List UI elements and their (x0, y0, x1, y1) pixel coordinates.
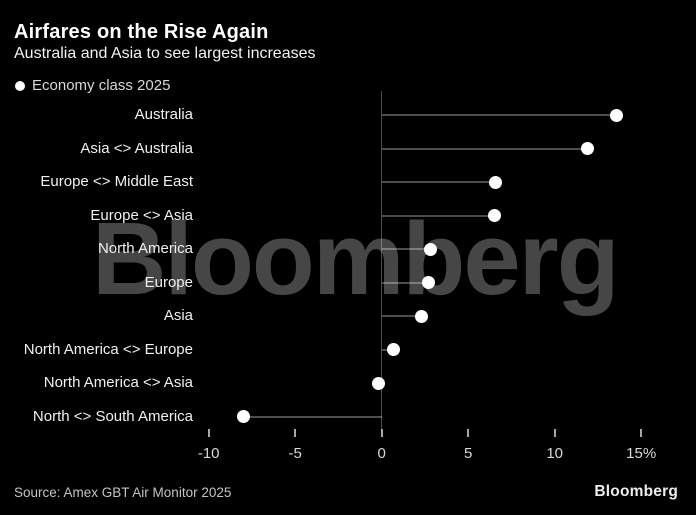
x-axis-tick (380, 429, 383, 437)
category-label: North <> South America (32, 407, 193, 425)
x-axis-tick-label: -10 (197, 445, 220, 462)
legend: Economy class 2025 (15, 77, 170, 94)
stem-line (381, 281, 429, 284)
data-point-dot (421, 276, 435, 289)
legend-label: Economy class 2025 (32, 77, 171, 94)
x-axis-tick (640, 429, 643, 437)
bloomberg-watermark: Bloomberg (92, 201, 620, 316)
category-label: Europe (144, 273, 193, 291)
x-axis-tick (553, 429, 556, 437)
stem-line (381, 248, 431, 250)
data-point-dot (236, 410, 250, 423)
data-point-dot (489, 175, 503, 189)
category-label: Asia <> Australia (80, 139, 193, 157)
data-point-dot (423, 242, 437, 256)
chart-subtitle: Australia and Asia to see largest increa… (14, 45, 316, 62)
stem-line (381, 315, 422, 317)
x-axis-tick (294, 429, 297, 437)
x-axis-tick-label: 15% (626, 445, 657, 462)
x-axis-tick-label: 0 (377, 445, 386, 462)
x-axis-tick (207, 429, 210, 437)
stem-line (381, 181, 496, 183)
x-axis-tick-label: -5 (288, 445, 302, 462)
data-point-dot (610, 108, 624, 122)
category-label: North America <> Asia (43, 374, 193, 391)
data-point-dot (581, 142, 595, 155)
zero-axis-line (380, 91, 383, 437)
data-point-dot (371, 376, 385, 390)
category-label: Europe <> Middle East (40, 173, 193, 190)
data-point-dot (487, 209, 501, 222)
bloomberg-logo: Bloomberg (594, 483, 678, 500)
category-label: North America <> Europe (23, 340, 193, 358)
category-label: Asia (163, 307, 193, 324)
stem-line (381, 114, 617, 116)
category-label: North America (97, 240, 193, 257)
category-label: Australia (134, 106, 193, 123)
x-axis-tick-label: 10 (546, 445, 564, 462)
source-note: Source: Amex GBT Air Monitor 2025 (14, 485, 232, 500)
x-axis-tick (467, 429, 470, 437)
x-axis-tick-label: 5 (464, 445, 473, 462)
chart-title: Airfares on the Rise Again (14, 21, 269, 43)
stem-line (243, 415, 382, 418)
category-label: Europe <> Asia (90, 206, 193, 224)
data-point-dot (414, 309, 428, 323)
legend-dot-icon (15, 80, 25, 91)
stem-line (381, 214, 495, 217)
stem-line (381, 147, 588, 150)
data-point-dot (387, 343, 401, 356)
